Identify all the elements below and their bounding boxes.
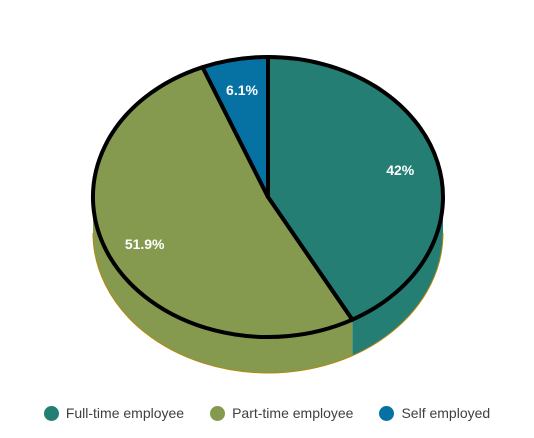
legend-swatch-full-time: [43, 405, 59, 421]
data-label-self-employed: 6.1%: [226, 82, 258, 98]
pie-labels-layer: 42% 51.9% 6.1%: [125, 82, 415, 252]
legend-item-part-time[interactable]: Part-time employee: [210, 405, 353, 421]
data-label-part-time: 51.9%: [125, 236, 165, 252]
data-label-full-time: 42%: [386, 162, 415, 178]
pie-bottom-rim: [92, 232, 444, 374]
pie-slice-self-employed[interactable]: [200, 55, 270, 199]
pie-slices-layer: [90, 55, 445, 340]
pie-side-part-time: [93, 197, 353, 373]
legend-label-part-time: Part-time employee: [232, 405, 354, 421]
legend-swatch-self-employed: [379, 405, 395, 421]
chart-legend: Full-time employee Part-time employee Se…: [0, 400, 534, 426]
legend-item-self-employed[interactable]: Self employed: [379, 405, 490, 421]
pie-side-full-time: [352, 197, 443, 356]
legend-label-self-employed: Self employed: [401, 405, 491, 421]
pie-slice-full-time[interactable]: [266, 55, 445, 322]
pie-chart-svg: 42% 51.9% 6.1%: [90, 55, 445, 374]
legend-swatch-part-time: [210, 405, 226, 421]
legend-item-full-time[interactable]: Full-time employee: [43, 405, 185, 421]
pie-slice-part-time[interactable]: [90, 65, 355, 340]
legend-label-full-time: Full-time employee: [65, 405, 185, 421]
pie-depth-layer: [92, 197, 444, 374]
